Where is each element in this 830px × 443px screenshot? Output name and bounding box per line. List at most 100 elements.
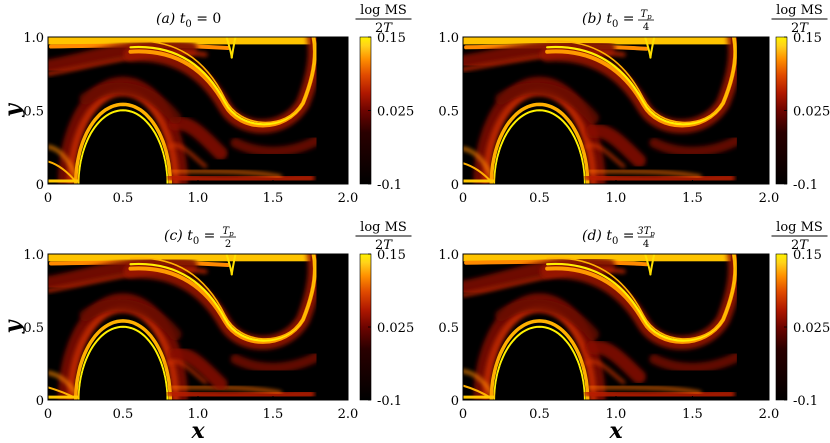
colorbar-title-num: log MS (776, 3, 823, 18)
right-trail-glow (649, 134, 744, 157)
colorbar-title-den-num: 2 (375, 238, 383, 253)
panel-title: (c) t0 = (164, 228, 215, 247)
panel-title-prefix: (d) (582, 228, 606, 244)
arch-core (493, 325, 586, 400)
x-tick-label: 1.5 (263, 191, 284, 206)
mid-lobe-glow (586, 123, 646, 168)
cylinder-interior (79, 112, 167, 184)
right-region (316, 254, 348, 400)
x-tick-label: 1.0 (188, 407, 209, 422)
x-tick-label: 1.0 (188, 191, 209, 206)
heatmap-field (48, 254, 348, 400)
y-tick-label: 1.0 (438, 248, 459, 263)
arch-spiral-glow (495, 82, 600, 124)
colorbar-title-num: log MS (360, 220, 407, 235)
colorbar-tick-label: 0.15 (377, 248, 406, 263)
panel-title-sub: 0 (185, 19, 191, 30)
y-tick-label: 1.0 (23, 31, 44, 46)
right-region (316, 37, 348, 184)
title-fraction-num: Tp (222, 226, 234, 238)
arch-spiral-glow (79, 298, 182, 341)
panel-title-var: t (606, 228, 612, 244)
colorbar-tick-label: 0.025 (377, 321, 414, 336)
heatmap-field (463, 254, 769, 400)
x-tick-label: 0 (459, 191, 467, 206)
colorbar-title-den-var: T (799, 238, 809, 253)
cusp-right (230, 254, 237, 276)
x-axis-label: x (190, 418, 205, 443)
colorbar-title-num: log MS (776, 220, 823, 235)
heatmap-field (463, 37, 769, 184)
colorbar-tick-label: -0.1 (793, 178, 818, 193)
panel-title-rhs: = (618, 11, 634, 27)
colorbar-tick-label: 0.15 (793, 31, 822, 46)
colorbar-title-den-var: T (799, 21, 809, 36)
heatmap-field (48, 37, 348, 184)
colorbar-title-den-var: T (383, 21, 393, 36)
colorbar-tick-label: -0.1 (793, 394, 818, 409)
colorbar-title-den-num: 2 (375, 21, 383, 36)
x-tick-label: 2.0 (338, 191, 359, 206)
y-tick-label: 1.0 (23, 248, 44, 263)
right-trail-glow (230, 351, 323, 373)
y-tick-label: 0 (36, 178, 44, 193)
colorbar-tick-label: -0.1 (377, 394, 402, 409)
panel-a: 0 0.5 1.0 1.5 2.000.51.0y(a) t0 = 00.150.025… (0, 3, 414, 206)
cusp-right (649, 254, 656, 276)
bottom-right-band (169, 169, 282, 179)
colorbar-title-num: log MS (360, 3, 407, 18)
x-axis-label: x (608, 418, 623, 443)
mid-lobe-glow (168, 116, 228, 161)
colorbar-title-den-num: 2 (791, 21, 799, 36)
y-tick-label: 0.5 (438, 105, 459, 120)
panel-title-rhs: = (199, 228, 215, 244)
colorbar-tick-label: 0.025 (793, 321, 830, 336)
mid-lobe-band (583, 143, 626, 168)
colorbar-tick-label: 0.025 (793, 105, 830, 120)
x-tick-label: 1.0 (606, 407, 627, 422)
panel-c: 0 0.5 1.0 1.5 2.000.51.0yx(c) t0 = Tp20.150.0… (0, 220, 414, 443)
y-tick-label: 0 (451, 394, 459, 409)
cylinder-interior (495, 328, 584, 400)
colorbar-tick-label: 0.15 (377, 31, 406, 46)
title-fraction-num-sub: p (647, 13, 652, 21)
left-wall-band (463, 369, 496, 399)
title-fraction-num-sub: p (229, 230, 234, 238)
title-fraction-num-main: 3T (637, 226, 651, 237)
y-axis-label: y (0, 102, 26, 118)
x-tick-label: 2.0 (759, 407, 780, 422)
colorbar-tick-label: 0.15 (793, 248, 822, 263)
panel-title-rhs: = (618, 228, 634, 244)
colorbar-tick-label: -0.1 (377, 178, 402, 193)
panel-title-var: t (180, 11, 186, 27)
bottom-right-band (586, 385, 702, 395)
panel-d: 0 0.5 1.0 1.5 2.000.51.0x(d) t0 = 3Tp40.150.0… (438, 220, 830, 443)
bottom-right-glow (166, 172, 315, 184)
title-fraction-num-main: T (640, 9, 648, 20)
x-tick-label: 1.5 (263, 407, 284, 422)
mid-lobe-band (166, 360, 207, 384)
x-tick-label: 0.5 (529, 407, 550, 422)
panel-title: (b) t0 = (582, 11, 635, 30)
colorbar-title-den-var: T (383, 238, 393, 253)
panel-title-prefix: (a) (156, 11, 180, 27)
arch-band-main (74, 319, 173, 400)
vortex-band-inner (129, 254, 316, 340)
title-fraction-num-main: T (222, 226, 230, 237)
panel-title: (d) t0 = (582, 228, 635, 247)
y-tick-label: 0.5 (438, 321, 459, 336)
panel-title-prefix: (b) (582, 11, 606, 27)
title-fraction-num: 3Tp (637, 226, 655, 238)
y-tick-label: 0 (451, 178, 459, 193)
colorbar-title-den: 2T (791, 238, 809, 253)
arch-band-main (489, 319, 590, 400)
arch-spiral-glow (79, 82, 182, 124)
vortex-band-inner (129, 37, 316, 124)
arch-spiral-glow (495, 298, 600, 341)
title-fraction-num: Tp (640, 9, 652, 21)
panel-title-sub: 0 (612, 19, 618, 30)
title-fraction-den: 2 (225, 239, 231, 250)
title-fraction-den: 4 (643, 239, 649, 250)
colorbar-title-den: 2T (791, 21, 809, 36)
